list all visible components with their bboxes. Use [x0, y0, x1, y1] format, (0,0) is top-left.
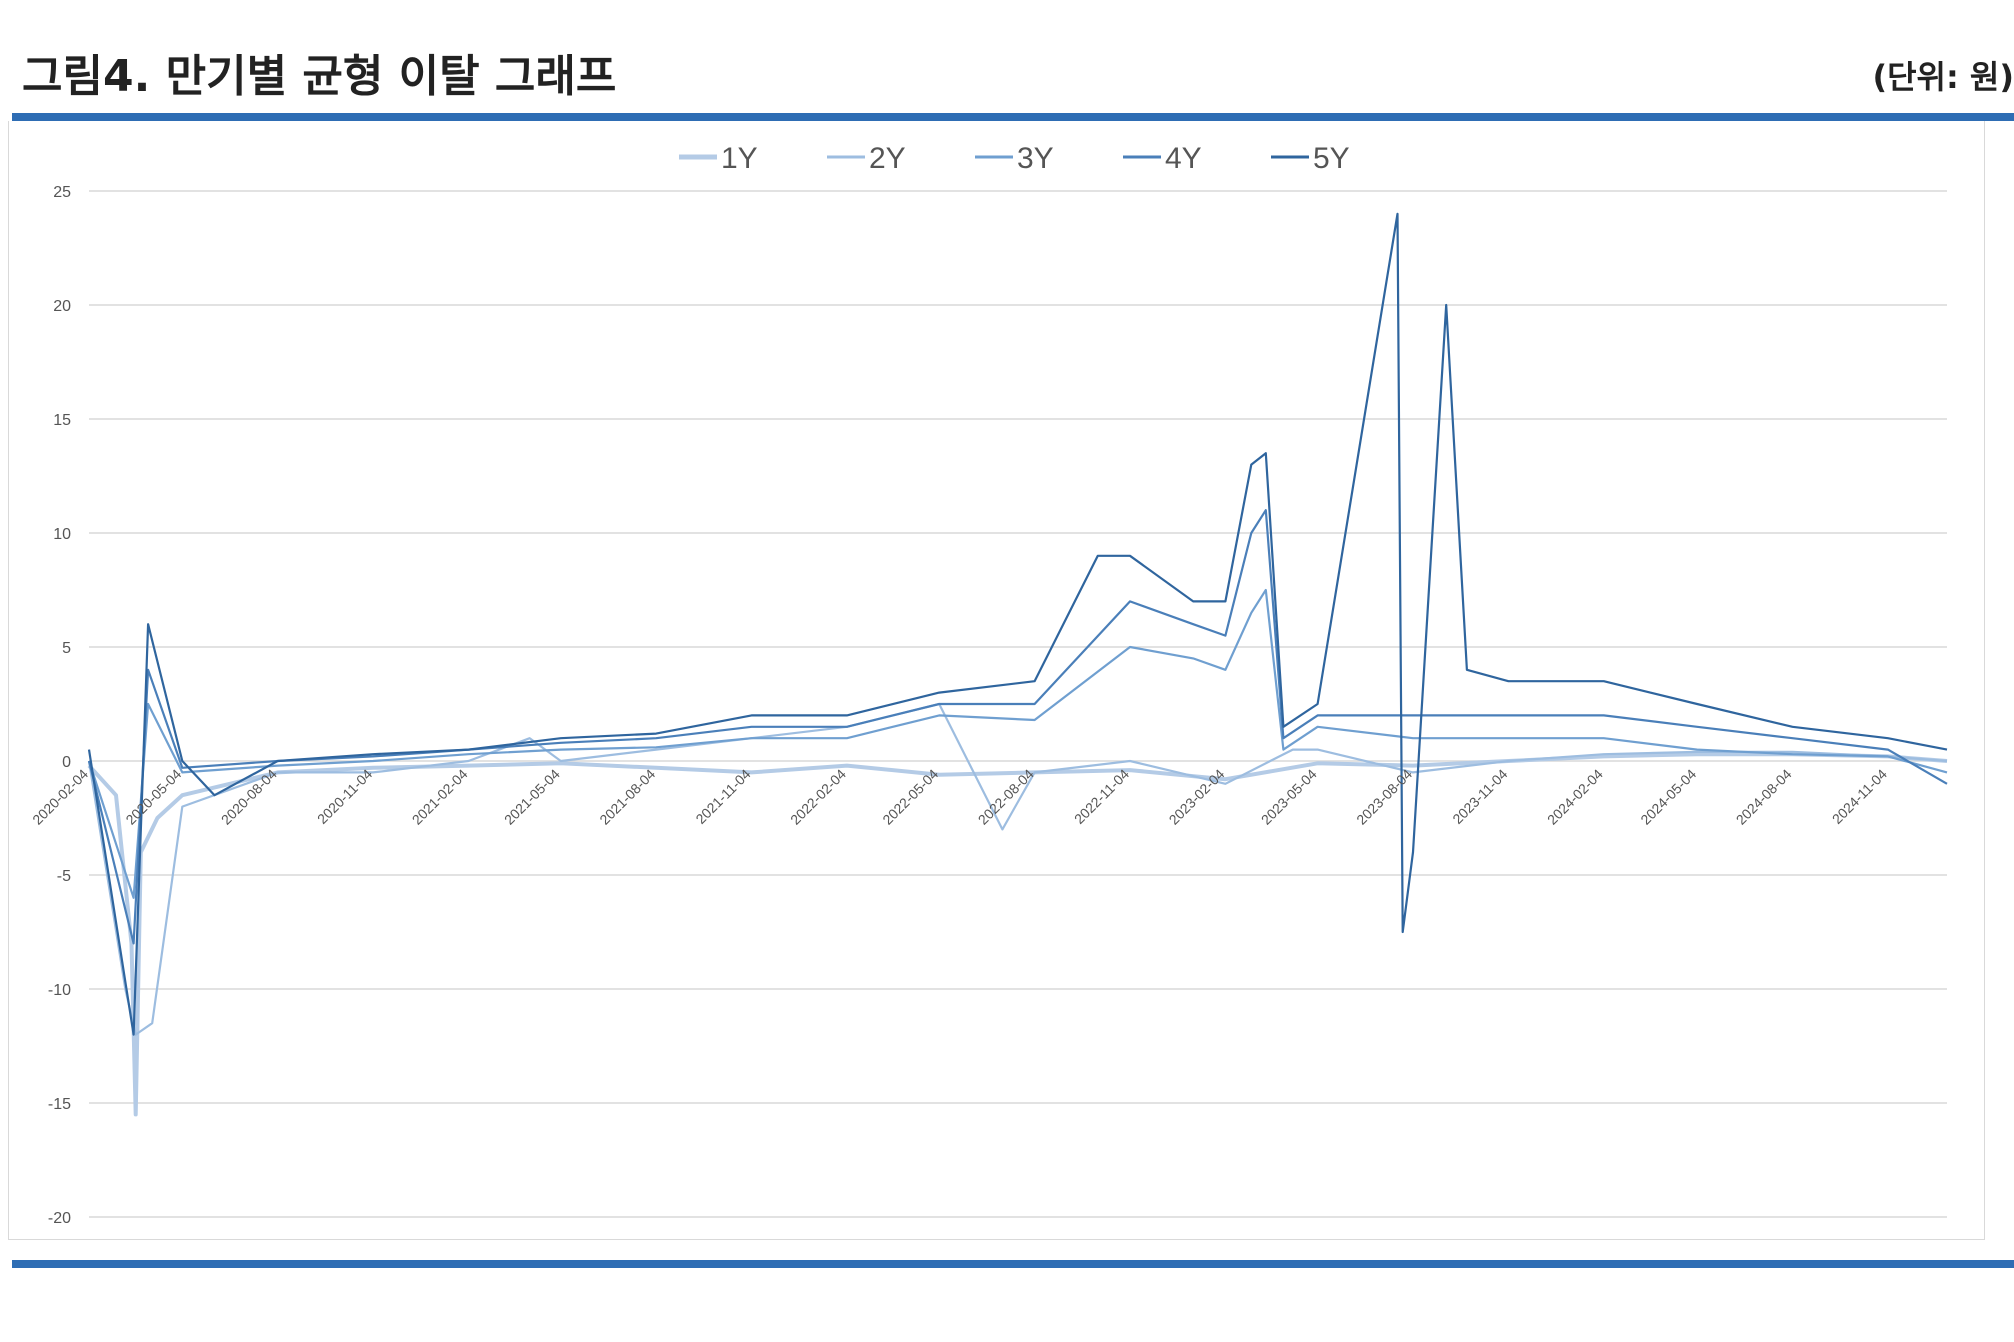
y-tick-label: -10: [48, 982, 71, 999]
y-axis-ticks: 25 20 15 10 5 0 -5 -10 -15 -20: [48, 184, 71, 1227]
y-tick-label: 15: [53, 412, 71, 429]
series-line-3Y: [87, 588, 1948, 899]
figure-title: 그림4. 만기별 균형 이탈 그래프: [22, 51, 617, 102]
y-tick-label: 5: [62, 640, 71, 657]
y-tick-label: 20: [53, 298, 71, 315]
x-tick-label: 2021-02-04: [409, 766, 471, 828]
grid-layer: [89, 190, 1947, 1218]
bottom-rule: [12, 1260, 2014, 1268]
legend-label-2Y: 2Y: [869, 142, 906, 175]
x-tick-label: 2021-11-04: [692, 766, 753, 827]
series-layer: [87, 212, 1948, 1117]
legend: 1Y 2Y 3Y 4Y 5Y: [679, 142, 1350, 175]
x-tick-label: 2022-11-04: [1071, 766, 1132, 827]
series-line-4Y: [87, 509, 1948, 945]
y-tick-label: 25: [53, 184, 71, 201]
series-line-5Y: [87, 212, 1948, 1036]
x-tick-label: 2021-08-04: [596, 766, 658, 828]
legend-label-3Y: 3Y: [1017, 142, 1054, 175]
legend-label-1Y: 1Y: [721, 142, 758, 175]
y-tick-label: -20: [48, 1210, 71, 1227]
x-tick-label: 2021-05-04: [501, 766, 563, 828]
top-rule: [12, 113, 2014, 121]
line-chart: 25 20 15 10 5 0 -5 -10 -15 -20 2020-02-04 2020-05-…: [29, 142, 1948, 1227]
x-tick-label: 2020-08-04: [218, 766, 280, 828]
y-tick-label: 10: [53, 526, 71, 543]
x-tick-label: 2023-05-04: [1258, 766, 1320, 828]
x-tick-label: 2023-08-04: [1353, 766, 1415, 828]
x-tick-label: 2024-08-04: [1733, 766, 1795, 828]
x-tick-label: 2020-11-04: [314, 766, 375, 827]
legend-label-4Y: 4Y: [1165, 142, 1202, 175]
y-tick-label: -15: [48, 1096, 71, 1113]
x-tick-label: 2020-05-04: [122, 766, 184, 828]
x-tick-label: 2024-05-04: [1637, 766, 1699, 828]
x-tick-label: 2024-11-04: [1829, 766, 1890, 827]
chart-frame: 25 20 15 10 5 0 -5 -10 -15 -20 2020-02-04 2020-05-…: [8, 121, 1985, 1240]
x-tick-label: 2022-02-04: [787, 766, 849, 828]
x-tick-label: 2022-05-04: [879, 766, 941, 828]
series-line-1Y: [87, 752, 1948, 1117]
unit-label: (단위: 원): [1872, 58, 2014, 96]
x-tick-label: 2020-02-04: [29, 766, 91, 828]
x-tick-label: 2023-11-04: [1449, 766, 1510, 827]
legend-label-5Y: 5Y: [1313, 142, 1350, 175]
x-tick-label: 2024-02-04: [1544, 766, 1606, 828]
y-tick-label: -5: [57, 868, 71, 885]
y-tick-label: 0: [62, 754, 71, 771]
